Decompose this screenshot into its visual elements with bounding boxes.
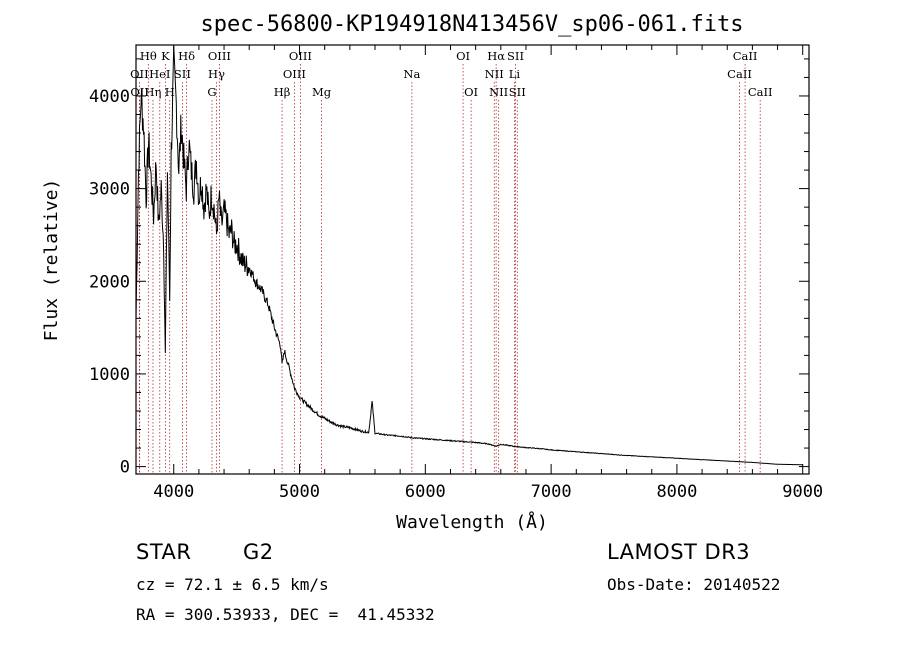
x-tick-label: 4000 — [153, 482, 194, 502]
spectral-line-label: OIII — [289, 49, 312, 63]
spectral-line-label: SII — [507, 49, 524, 63]
spectral-line-label: OIII — [208, 49, 231, 63]
spectrum-line — [135, 45, 803, 466]
object-class: STAR — [136, 540, 192, 564]
plot-frame — [135, 44, 810, 475]
spectral-line-label: Hθ — [140, 49, 157, 63]
y-tick-label: 3000 — [89, 180, 130, 200]
x-tick-label: 7000 — [531, 482, 572, 502]
spectral-line-label: Hη — [145, 85, 162, 99]
y-axis-label: Flux (relative) — [41, 179, 62, 342]
x-axis-ticks: 4000 5000 6000 7000 8000 9000 — [153, 45, 823, 502]
spectral-line-label: OIII — [283, 67, 306, 81]
survey-name: LAMOST DR3 — [607, 540, 751, 564]
x-axis-label: Wavelength (Å) — [396, 511, 548, 533]
spectral-line-label: HeI — [149, 67, 170, 81]
x-tick-label: 8000 — [656, 482, 697, 502]
spectrum-series — [135, 45, 803, 466]
spectral-line-label: Hβ — [274, 85, 291, 99]
spectral-line-label: CaII — [748, 85, 773, 99]
spectral-line-markers — [138, 64, 761, 474]
spectral-line-label: Hα — [487, 49, 505, 63]
spectral-line-label: SII — [509, 85, 526, 99]
x-tick-label: 9000 — [782, 482, 823, 502]
spectral-line-label: OI — [464, 85, 478, 99]
y-axis-ticks: 0 1000 2000 3000 4000 — [89, 58, 809, 478]
x-tick-label: 5000 — [279, 482, 320, 502]
spectral-line-label: CaII — [733, 49, 758, 63]
object-subclass: G2 — [243, 540, 274, 564]
spectral-line-label: SII — [174, 67, 191, 81]
spectral-line-label: G — [207, 85, 216, 99]
y-tick-label: 1000 — [89, 365, 130, 385]
spectral-line-label: H — [165, 85, 175, 99]
redshift-velocity: cz = 72.1 ± 6.5 km/s — [136, 575, 329, 594]
x-tick-label: 6000 — [405, 482, 446, 502]
y-tick-label: 4000 — [89, 87, 130, 107]
spectral-line-label: Mg — [312, 85, 332, 99]
spectral-line-label: Na — [403, 67, 420, 81]
spectral-line-label: Hγ — [208, 67, 225, 81]
y-tick-label: 0 — [120, 458, 130, 478]
y-tick-label: 2000 — [89, 272, 130, 292]
spectral-line-label: Hδ — [178, 49, 195, 63]
spectral-line-label: OI — [456, 49, 470, 63]
spectral-line-label: CaII — [727, 67, 752, 81]
chart-title: spec-56800-KP194918N413456V_sp06-061.fit… — [200, 12, 743, 37]
spectral-line-label: Li — [509, 67, 521, 81]
spectral-line-label: K — [161, 49, 170, 63]
spectral-line-label: NII — [489, 85, 508, 99]
coordinates: RA = 300.53933, DEC = 41.45332 — [136, 605, 435, 624]
observation-date: Obs-Date: 20140522 — [607, 575, 781, 594]
spectral-line-label: OII — [130, 67, 149, 81]
spectral-line-label: NII — [485, 67, 504, 81]
